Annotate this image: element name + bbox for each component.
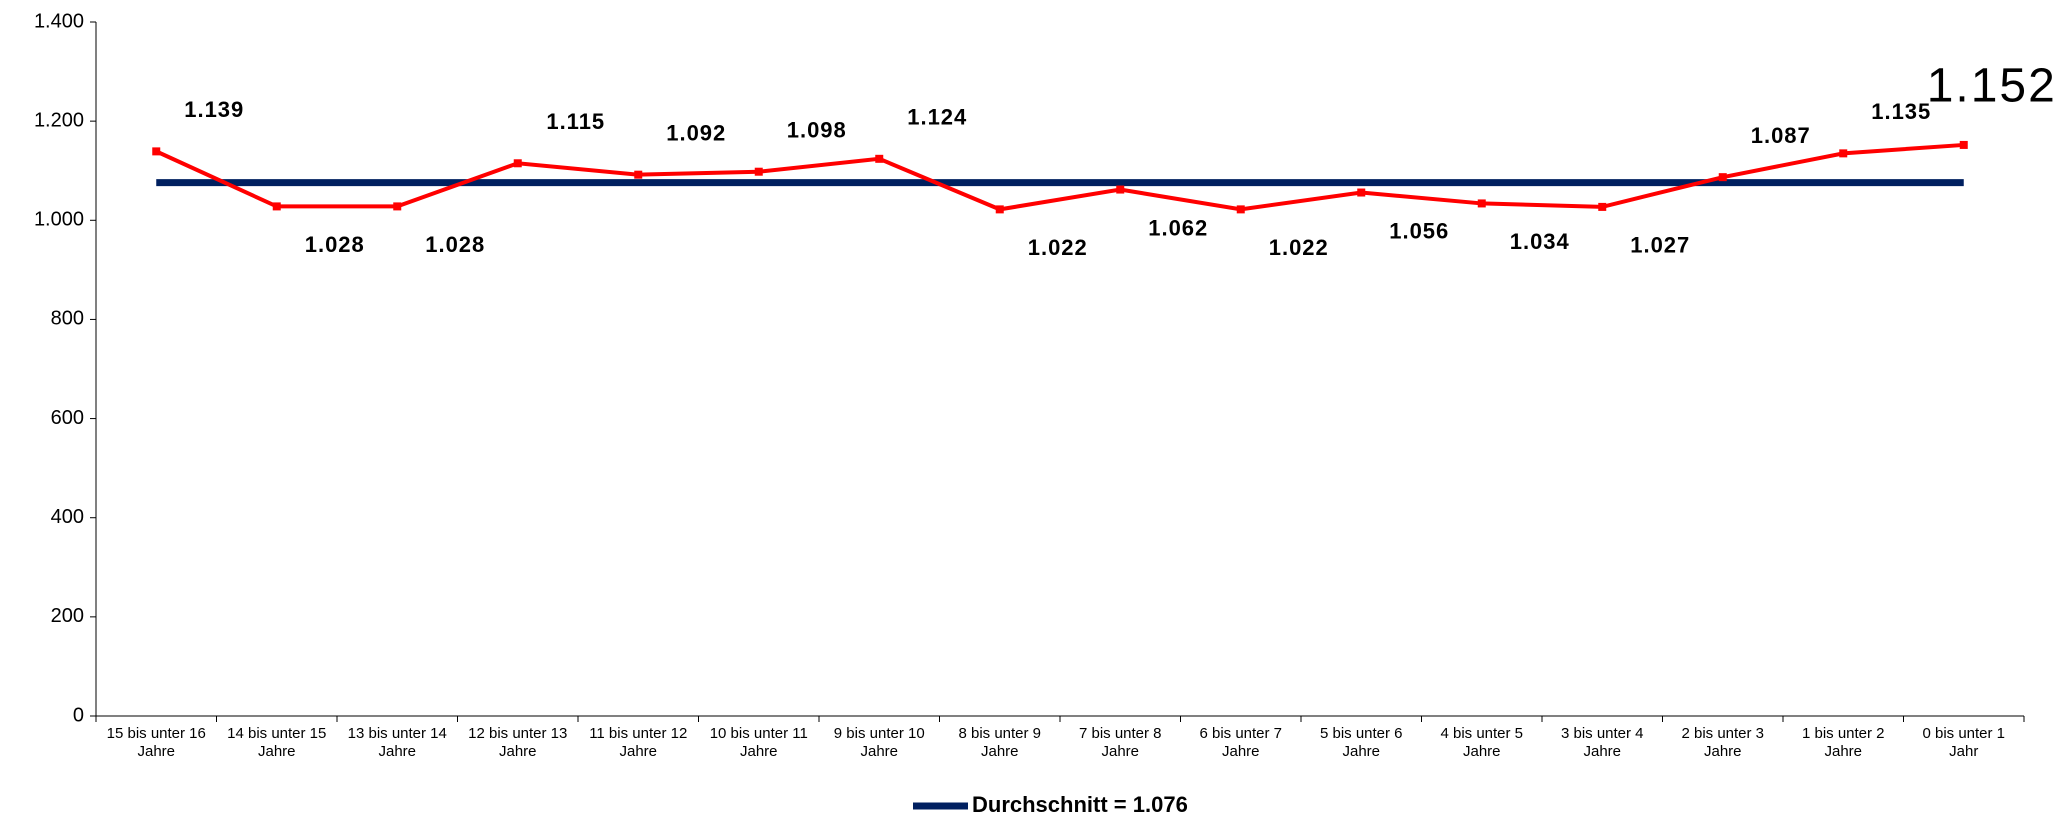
x-tick-label: 2 bis unter 3 Jahre <box>1681 725 1765 760</box>
x-tick-label: 1 bis unter 2 Jahre <box>1801 725 1885 760</box>
x-tick-label: 9 bis unter 10 Jahre <box>833 725 925 760</box>
y-tick-label: 200 <box>51 605 84 627</box>
x-tick-label: 12 bis unter 13 Jahre <box>468 725 568 760</box>
x-tick-label: 8 bis unter 9 Jahre <box>958 725 1042 760</box>
data-label: 1.124 <box>907 105 967 130</box>
data-marker <box>754 167 763 176</box>
x-tick-label: 15 bis unter 16 Jahre <box>106 725 206 760</box>
data-label: 1.028 <box>425 232 485 257</box>
data-marker <box>1598 202 1607 211</box>
data-label: 1.092 <box>666 120 726 145</box>
x-tick-label: 10 bis unter 11 Jahre <box>709 725 808 760</box>
data-marker <box>152 147 161 156</box>
x-tick-label: 7 bis unter 8 Jahre <box>1078 725 1162 760</box>
data-label: 1.062 <box>1148 215 1208 240</box>
data-label: 1.115 <box>546 109 605 134</box>
y-tick-label: 1.200 <box>34 109 84 131</box>
data-marker <box>1959 140 1968 149</box>
y-tick-label: 0 <box>73 704 84 726</box>
x-tick-label: 3 bis unter 4 Jahre <box>1560 725 1644 760</box>
x-tick-label: 5 bis unter 6 Jahre <box>1319 725 1403 760</box>
data-label: 1.135 <box>1871 99 1931 124</box>
data-label: 1.152 <box>1927 60 2057 113</box>
data-marker <box>1477 199 1486 208</box>
data-label: 1.028 <box>305 232 365 257</box>
data-marker <box>995 205 1004 214</box>
x-tick-label: 14 bis unter 15 Jahre <box>227 725 327 760</box>
data-marker <box>1116 185 1125 194</box>
data-label: 1.027 <box>1630 233 1690 258</box>
data-marker <box>875 154 884 163</box>
data-line <box>155 142 1964 212</box>
legend-label: Durchschnitt = 1.076 <box>972 792 1188 817</box>
data-label: 1.022 <box>1028 235 1088 260</box>
y-tick-label: 600 <box>51 407 84 429</box>
data-marker <box>272 202 281 211</box>
x-tick-label: 6 bis unter 7 Jahre <box>1199 725 1283 760</box>
y-tick-label: 1.400 <box>34 10 84 32</box>
data-label: 1.034 <box>1510 229 1570 254</box>
x-tick-label: 11 bis unter 12 Jahre <box>589 725 688 760</box>
data-marker <box>1839 149 1848 158</box>
data-marker <box>1718 173 1727 182</box>
data-label: 1.087 <box>1751 123 1811 148</box>
x-tick-label: 4 bis unter 5 Jahre <box>1440 725 1524 760</box>
x-tick-label: 0 bis unter 1 Jahr <box>1922 725 2006 760</box>
data-marker <box>1357 188 1366 197</box>
data-marker <box>1236 205 1245 214</box>
data-label: 1.139 <box>184 97 244 122</box>
y-tick-label: 400 <box>51 506 84 528</box>
data-marker <box>393 202 402 211</box>
data-label: 1.098 <box>787 118 847 143</box>
y-tick-label: 800 <box>51 308 84 330</box>
y-tick-label: 1.000 <box>34 209 84 231</box>
x-tick-label: 13 bis unter 14 Jahre <box>347 725 447 760</box>
data-label: 1.022 <box>1269 235 1329 260</box>
data-marker <box>634 170 643 179</box>
data-marker <box>513 159 522 168</box>
data-label: 1.056 <box>1389 218 1449 243</box>
